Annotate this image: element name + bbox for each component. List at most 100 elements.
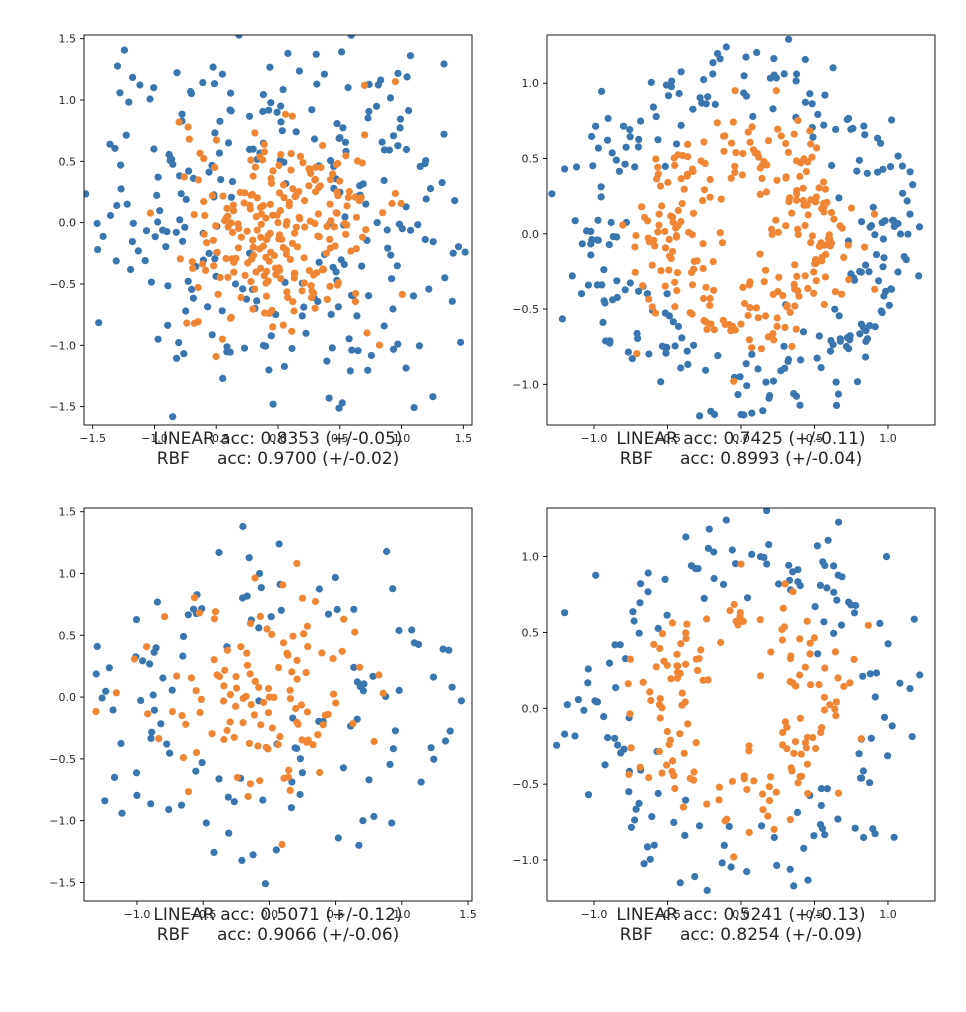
class-b-point (161, 613, 169, 621)
class-b-point (748, 123, 756, 131)
class-a-point (129, 73, 137, 81)
class-b-point (300, 279, 308, 287)
class-a-point (872, 669, 881, 677)
class-b-point (254, 742, 262, 750)
class-a-point (287, 804, 295, 812)
class-b-point (810, 268, 818, 276)
class-b-point (229, 228, 237, 237)
class-a-point (106, 140, 114, 148)
class-a-point (631, 163, 639, 171)
class-b-point (279, 243, 287, 252)
class-a-point (832, 378, 840, 386)
x-tick-label: −0.5 (203, 432, 230, 445)
class-a-point (742, 360, 750, 368)
class-a-point (830, 629, 838, 637)
class-b-point (327, 217, 335, 225)
class-b-point (678, 701, 686, 709)
class-b-point (650, 236, 658, 244)
class-b-point (655, 221, 663, 229)
class-b-point (688, 310, 696, 318)
class-a-point (777, 367, 785, 375)
class-b-point (680, 749, 688, 757)
class-a-point (711, 100, 719, 108)
class-a-point (273, 108, 281, 116)
class-a-point (635, 629, 643, 637)
class-b-point (796, 172, 804, 181)
class-b-point (668, 619, 677, 627)
rbf-accuracy-caption: RBF acc: 0.8993 (+/-0.04) (620, 449, 863, 469)
class-a-point (292, 128, 300, 136)
class-b-point (242, 692, 250, 700)
class-a-point (339, 124, 347, 132)
class-a-point (269, 400, 277, 408)
class-b-point (658, 202, 666, 210)
class-b-point (673, 269, 682, 277)
class-b-point (398, 290, 406, 298)
class-a-point (632, 805, 640, 813)
class-b-point (773, 176, 781, 184)
class-b-point (795, 292, 803, 300)
class-a-point (235, 35, 243, 39)
y-tick-label: 0.0 (59, 691, 77, 704)
class-b-point (275, 189, 284, 197)
class-a-point (353, 715, 361, 723)
class-a-point (801, 55, 809, 64)
class-b-point (850, 655, 858, 664)
class-a-point (189, 294, 197, 302)
class-b-point (754, 314, 762, 322)
class-a-point (816, 821, 825, 829)
class-b-point (342, 230, 350, 238)
class-a-point (646, 855, 654, 863)
x-tick-label: 0.0 (732, 908, 750, 921)
class-a-point (817, 801, 825, 810)
class-a-point (769, 377, 778, 385)
class-b-point (719, 316, 727, 324)
class-a-point (548, 190, 556, 198)
class-a-point (716, 55, 724, 63)
class-b-point (326, 244, 334, 252)
class-b-point (793, 190, 801, 198)
class-a-point (402, 145, 411, 154)
class-a-point (833, 596, 841, 604)
class-b-point (221, 666, 229, 674)
class-b-point (808, 232, 817, 240)
class-b-point (729, 118, 737, 126)
class-b-point (626, 655, 635, 663)
class-a-point (762, 378, 770, 386)
class-b-point (235, 224, 243, 232)
class-b-point (791, 261, 799, 269)
class-b-point (279, 321, 287, 329)
class-a-point (188, 285, 196, 293)
class-a-point (793, 808, 802, 817)
class-b-point (342, 152, 350, 160)
class-a-point (621, 160, 629, 168)
class-b-point (812, 277, 820, 285)
class-a-point (710, 548, 718, 556)
class-a-point (859, 767, 868, 775)
class-b-point (644, 234, 652, 242)
class-b-point (820, 178, 828, 186)
class-b-point (318, 649, 326, 657)
class-b-point (298, 287, 306, 295)
class-b-point (300, 197, 309, 205)
class-a-point (784, 355, 793, 364)
class-a-point (621, 286, 629, 294)
class-a-point (198, 759, 206, 767)
class-a-point (298, 769, 306, 777)
class-a-point (879, 263, 887, 271)
class-b-point (362, 226, 370, 234)
class-b-point (764, 137, 773, 145)
class-b-point (312, 188, 320, 196)
class-b-point (645, 774, 653, 782)
class-a-point (742, 53, 750, 61)
class-a-point (613, 233, 621, 241)
class-a-point (211, 255, 219, 263)
class-b-point (689, 209, 698, 217)
class-a-point (123, 200, 131, 208)
class-b-point (790, 130, 798, 138)
class-b-point (198, 260, 207, 268)
class-b-point (682, 660, 690, 668)
class-a-point (908, 733, 916, 741)
class-a-point (617, 749, 625, 757)
class-b-point (112, 689, 120, 697)
